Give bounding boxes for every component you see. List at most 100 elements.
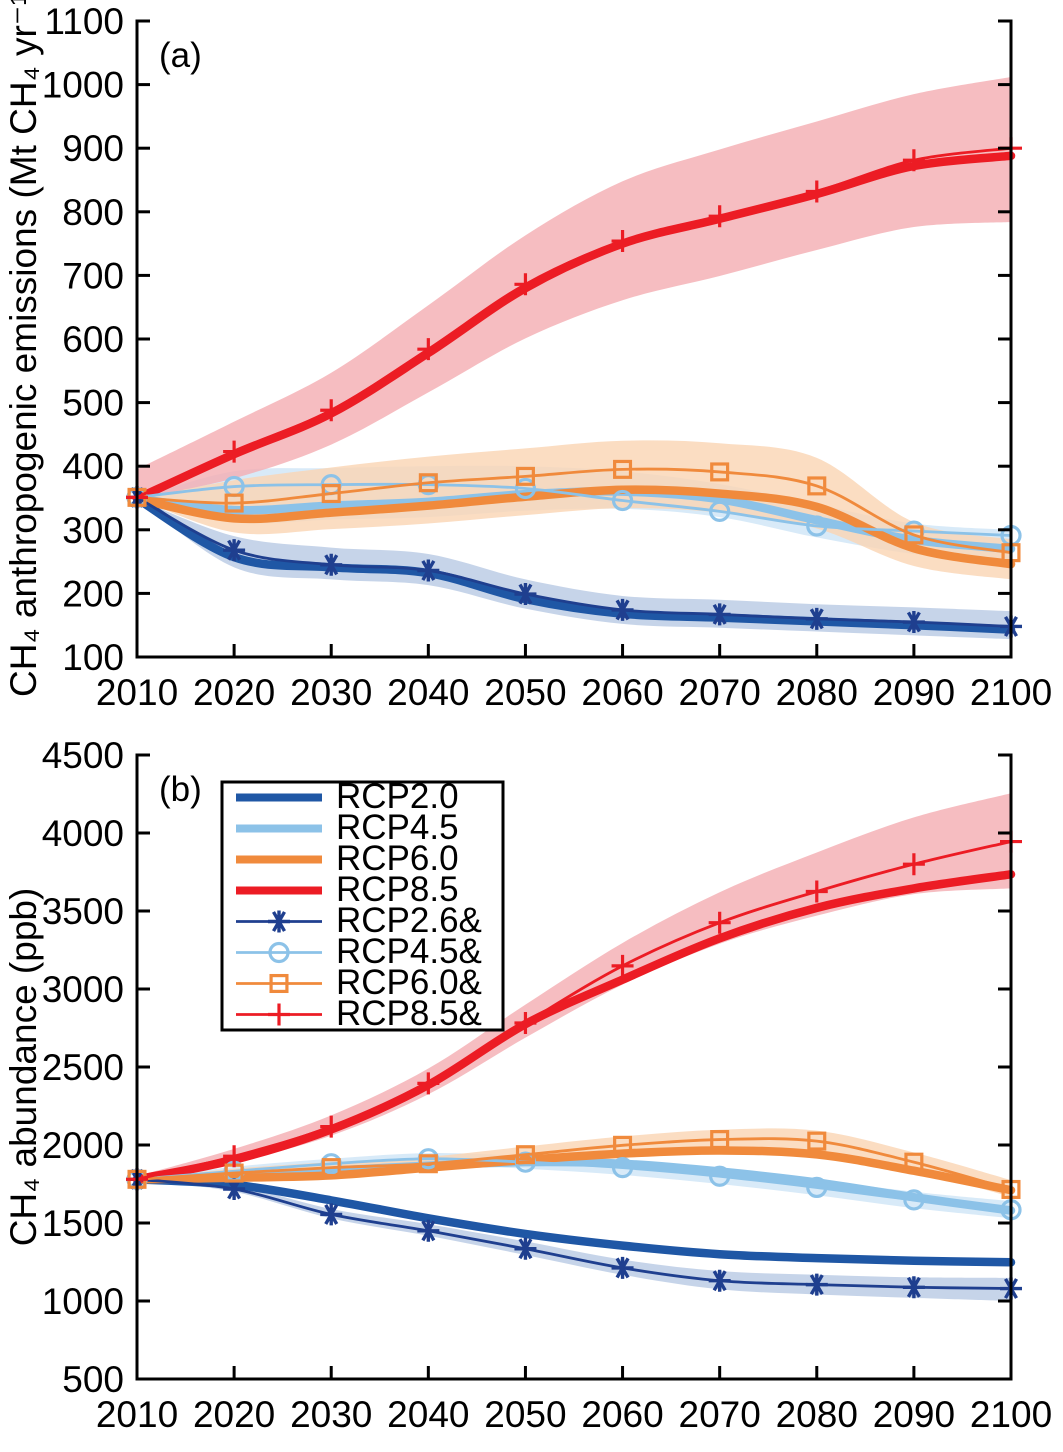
- series-rcp6-0-: [135, 1137, 1013, 1191]
- legend-label: RCP2.0: [336, 777, 459, 816]
- panel-b-svg: 500 1000 1500 2000 2500 3000 3500 4000 4500 2010 2…: [3, 735, 1052, 1435]
- x-tick-label: 2060: [581, 1394, 663, 1435]
- x-tick-label: 2090: [873, 672, 955, 713]
- y-tick-label: 1500: [42, 1203, 124, 1244]
- legend-item-rcp8-5[interactable]: RCP8.5: [236, 870, 459, 909]
- asterisk-marker: [902, 1276, 925, 1299]
- plus-icon: [268, 1003, 290, 1026]
- plus-marker: [417, 1072, 440, 1095]
- square-marker: [807, 1131, 827, 1151]
- x-tick-label: 2060: [581, 672, 663, 713]
- x-tick-label: 2040: [387, 672, 469, 713]
- plus-marker: [514, 1012, 537, 1035]
- panel-a-svg: 100 200 300 400 500 600 700 800 900 1000 1100 2010 2…: [3, 0, 1052, 713]
- asterisk-marker: [223, 539, 246, 562]
- plus-marker: [320, 1115, 343, 1138]
- asterisk-marker: [514, 583, 537, 606]
- markers-rcp2-6-: [126, 486, 1022, 638]
- y-tick-label: 2000: [42, 1125, 124, 1166]
- x-tick-label: 2070: [679, 1394, 761, 1435]
- y-tick-label: 3500: [42, 891, 124, 932]
- x-tick-label: 2020: [193, 672, 275, 713]
- y-tick-label: 100: [62, 637, 124, 678]
- circle-marker: [514, 477, 537, 500]
- panel-a: 100 200 300 400 500 600 700 800 900 1000 1100 2010 2…: [0, 0, 1063, 722]
- asterisk-marker: [611, 598, 634, 621]
- circle-marker: [611, 1157, 634, 1179]
- legend-item-rcp4-5-[interactable]: RCP4.5&: [236, 932, 482, 971]
- band-rcp8-5-range: [137, 793, 1011, 1180]
- y-tick-label: 400: [62, 446, 124, 487]
- square-marker: [418, 1154, 438, 1174]
- asterisk-marker: [417, 1219, 440, 1242]
- x-tick-label: 2030: [290, 1394, 372, 1435]
- x-tick-label: 2100: [970, 672, 1052, 713]
- y-axis-title: CH₄ abundance (ppb): [3, 888, 44, 1247]
- circle-icon: [268, 941, 290, 964]
- square-marker: [418, 473, 438, 493]
- x-tick-label: 2020: [193, 1394, 275, 1435]
- y-tick-label: 200: [62, 573, 124, 614]
- square-marker: [224, 493, 244, 513]
- panel-b: 500 1000 1500 2000 2500 3000 3500 4000 4500 2010 2…: [0, 722, 1063, 1452]
- square-marker: [613, 1135, 633, 1155]
- legend-box: [220, 780, 505, 1032]
- circle-marker: [806, 1176, 828, 1199]
- circle-marker: [709, 500, 731, 522]
- x-tick-label: 2070: [679, 672, 761, 713]
- legend-item-rcp2-0[interactable]: RCP2.0: [236, 777, 459, 816]
- legend-item-rcp8-5-[interactable]: RCP8.5&: [236, 994, 482, 1033]
- band-rcp2-6-range: [137, 498, 1011, 640]
- y-tick-label: 1100: [44, 1, 124, 42]
- circle-marker: [709, 1165, 731, 1187]
- x-tick-label: 2010: [96, 672, 178, 713]
- y-tick-label: 500: [62, 1359, 124, 1400]
- band-rcp6-0-range: [137, 1128, 1011, 1197]
- legend-label: RCP4.5: [336, 808, 459, 847]
- plus-marker: [514, 273, 537, 296]
- circle-marker: [611, 489, 634, 512]
- plus-marker: [320, 399, 343, 422]
- y-tick-label: 2500: [42, 1047, 124, 1088]
- series-rcp8-5: [132, 151, 1016, 503]
- legend-item-rcp6-0-[interactable]: RCP6.0&: [236, 963, 482, 1002]
- square-marker: [515, 1145, 535, 1165]
- asterisk-marker: [902, 611, 925, 634]
- y-tick-label: 500: [62, 383, 124, 424]
- asterisk-marker: [514, 1237, 537, 1260]
- legend-item-rcp2-6-[interactable]: RCP2.6&: [236, 901, 482, 940]
- square-marker: [710, 1130, 730, 1150]
- legend-label: RCP6.0&: [336, 963, 482, 1002]
- plus-marker: [611, 954, 634, 977]
- legend-item-rcp6-0[interactable]: RCP6.0: [236, 839, 459, 878]
- uncertainty-bands: [137, 76, 1011, 640]
- series-rcp4-5-: [135, 1157, 1013, 1212]
- plus-marker: [708, 205, 731, 228]
- y-tick-label: 3000: [42, 969, 124, 1010]
- x-tick-label: 2040: [387, 1394, 469, 1435]
- y-tick-label: 900: [62, 128, 124, 169]
- axes: 100 200 300 400 500 600 700 800 900 1000 1100 2010 2…: [42, 1, 1052, 713]
- plus-marker: [708, 911, 731, 934]
- plus-marker: [805, 180, 828, 203]
- series-lines: [126, 137, 1022, 638]
- legend-label: RCP8.5: [336, 870, 459, 909]
- legend-label: RCP2.6&: [336, 901, 482, 940]
- x-tick-label: 2100: [970, 1394, 1052, 1435]
- legend-item-rcp4-5[interactable]: RCP4.5: [236, 808, 459, 847]
- plus-marker: [611, 230, 634, 253]
- x-tick-label: 2080: [776, 672, 858, 713]
- asterisk-marker: [417, 559, 440, 582]
- square-marker: [321, 1158, 341, 1178]
- legend-label: RCP8.5&: [336, 994, 482, 1033]
- legend-label: RCP6.0: [336, 839, 459, 878]
- series-rcp2-6-: [135, 495, 1013, 628]
- series-rcp8-5-: [135, 840, 1013, 1181]
- square-marker: [710, 462, 730, 482]
- series-rcp8-5-: [135, 146, 1013, 499]
- y-tick-label: 1000: [42, 1281, 124, 1322]
- square-marker: [904, 525, 924, 545]
- asterisk-marker: [805, 607, 828, 630]
- series-rcp2-0: [132, 1175, 1016, 1267]
